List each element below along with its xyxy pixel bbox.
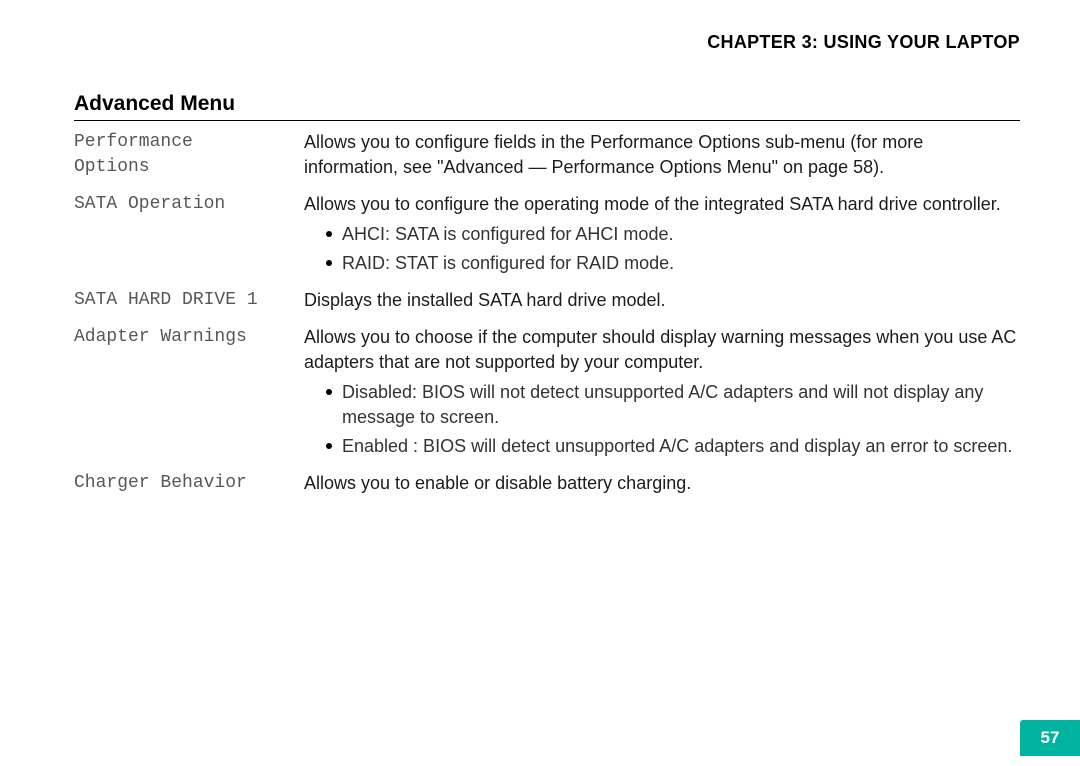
menu-row: Charger Behavior Allows you to enable or… — [74, 471, 1020, 500]
menu-bullets: Disabled: BIOS will not detect unsupport… — [304, 380, 1020, 460]
menu-row: SATA Operation Allows you to configure t… — [74, 192, 1020, 280]
menu-bullet-item: RAID: STAT is configured for RAID mode. — [326, 251, 1020, 276]
menu-label: Performance Options — [74, 130, 304, 180]
menu-description-text: Allows you to choose if the computer sho… — [304, 325, 1020, 375]
menu-description: Displays the installed SATA hard drive m… — [304, 288, 1020, 317]
section-title: Advanced Menu — [74, 92, 235, 116]
menu-label: SATA Operation — [74, 192, 304, 217]
menu-description-text: Displays the installed SATA hard drive m… — [304, 288, 1020, 313]
menu-description: Allows you to choose if the computer sho… — [304, 325, 1020, 463]
menu-description-text: Allows you to configure the operating mo… — [304, 192, 1020, 217]
menu-description: Allows you to enable or disable battery … — [304, 471, 1020, 500]
menu-label: SATA HARD DRIVE 1 — [74, 288, 304, 313]
menu-row: SATA HARD DRIVE 1 Displays the installed… — [74, 288, 1020, 317]
menu-bullet-item: AHCI: SATA is configured for AHCI mode. — [326, 222, 1020, 247]
menu-bullet-item: Enabled : BIOS will detect unsupported A… — [326, 434, 1020, 459]
menu-description-text: Allows you to configure fields in the Pe… — [304, 130, 1020, 180]
menu-label: Charger Behavior — [74, 471, 304, 496]
menu-description-text: Allows you to enable or disable battery … — [304, 471, 1020, 496]
menu-bullet-item: Disabled: BIOS will not detect unsupport… — [326, 380, 1020, 430]
menu-row: Performance Options Allows you to config… — [74, 130, 1020, 184]
page-number-badge: 57 — [1020, 720, 1080, 756]
menu-description: Allows you to configure fields in the Pe… — [304, 130, 1020, 184]
section-rule — [74, 120, 1020, 121]
menu-description: Allows you to configure the operating mo… — [304, 192, 1020, 280]
menu-label: Adapter Warnings — [74, 325, 304, 350]
page: CHAPTER 3: USING YOUR LAPTOP Advanced Me… — [0, 0, 1080, 766]
menu-bullets: AHCI: SATA is configured for AHCI mode. … — [304, 222, 1020, 276]
chapter-header: CHAPTER 3: USING YOUR LAPTOP — [707, 32, 1020, 53]
content-area: Performance Options Allows you to config… — [74, 130, 1020, 508]
menu-row: Adapter Warnings Allows you to choose if… — [74, 325, 1020, 463]
